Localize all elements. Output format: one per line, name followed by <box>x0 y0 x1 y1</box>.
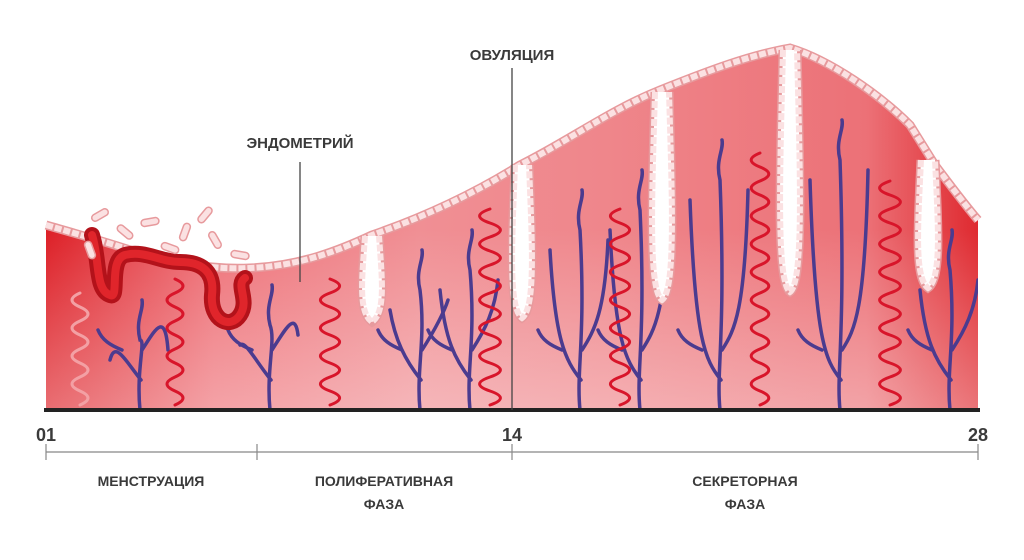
illustration-shape <box>915 159 941 292</box>
day-label: 28 <box>968 425 988 445</box>
illustration-shape <box>83 240 97 260</box>
group <box>83 206 250 261</box>
illustration-shape <box>749 151 771 407</box>
illustration-shape <box>178 222 192 242</box>
illustration-shape <box>208 230 222 250</box>
illustration-shape <box>376 248 450 410</box>
illustration-shape <box>165 277 185 407</box>
illustration-shape <box>649 91 675 304</box>
illustration-shape <box>359 235 385 326</box>
illustration-shape <box>478 207 502 407</box>
illustration-shape <box>318 277 342 407</box>
illustration-shape <box>70 291 90 407</box>
endometrium-tissue <box>44 43 982 410</box>
day-label: 14 <box>502 425 522 445</box>
timeline <box>45 444 979 460</box>
day-label: 01 <box>36 425 56 445</box>
illustration-shape <box>509 164 535 322</box>
illustration-shape <box>197 206 213 224</box>
illustration-shape <box>608 207 632 407</box>
illustration-shape <box>906 228 978 410</box>
group <box>84 227 253 330</box>
group <box>70 118 978 410</box>
illustration-shape <box>88 231 249 326</box>
illustration-shape <box>90 208 110 222</box>
phase-label: МЕНСТРУАЦИЯ <box>98 473 205 489</box>
illustration-shape <box>426 228 500 410</box>
phase-label: ПОЛИФЕРАТИВНАЯ <box>315 473 453 489</box>
illustration-shape <box>777 49 803 296</box>
illustration-shape <box>676 138 750 410</box>
illustration-shape <box>596 168 670 410</box>
phase-label: СЕКРЕТОРНАЯ <box>692 473 797 489</box>
ovulation-label: ОВУЛЯЦИЯ <box>470 47 555 64</box>
illustration-shape <box>140 216 160 228</box>
illustration-shape <box>160 241 180 255</box>
phase-label: ФАЗА <box>725 496 766 512</box>
illustration-shape <box>536 188 610 410</box>
illustration-shape <box>796 118 870 410</box>
endometrium-label: ЭНДОМЕТРИЙ <box>246 134 353 152</box>
illustration-shape <box>226 283 300 410</box>
phase-label: ФАЗА <box>364 496 405 512</box>
illustration-shape <box>96 298 170 410</box>
illustration-shape <box>116 224 134 240</box>
illustration-shape <box>878 179 902 407</box>
illustration-shape <box>230 249 250 261</box>
